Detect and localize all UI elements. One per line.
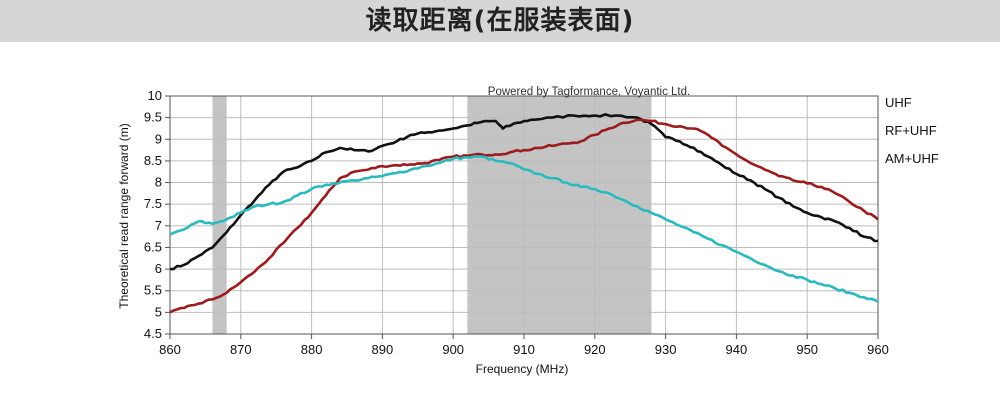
x-tick-label: 930 (655, 342, 677, 357)
series-line-am-uhf (169, 155, 879, 303)
y-tick-label: 7 (155, 218, 162, 233)
y-axis-ticks: 4.5 5 5.5 6 6.5 7 7.5 8 8.5 9 9.5 10 (144, 88, 170, 341)
x-tick-label: 880 (301, 342, 323, 357)
y-tick-label: 6 (155, 261, 162, 276)
y-tick-label: 5.5 (144, 283, 162, 298)
grid (169, 95, 879, 335)
x-tick-label: 860 (159, 342, 181, 357)
legend-label: UHF (885, 95, 912, 110)
x-tick-label: 870 (230, 342, 252, 357)
legend: UHF RF+UHF AM+UHF (885, 95, 939, 166)
y-tick-label: 8.5 (144, 153, 162, 168)
x-axis-label: Frequency (MHz) (476, 362, 569, 376)
y-tick-label: 9 (155, 131, 162, 146)
y-axis-label: Theoretical read range forward (m) (117, 123, 131, 308)
legend-label: AM+UHF (885, 151, 939, 166)
series-line-uhf (170, 113, 879, 271)
x-tick-label: 920 (584, 342, 606, 357)
y-tick-label: 10 (148, 88, 162, 103)
y-tick-label: 4.5 (144, 326, 162, 341)
x-tick-label: 940 (726, 342, 748, 357)
frequency-bands (212, 96, 652, 334)
title-bar (0, 0, 1000, 42)
y-tick-label: 9.5 (144, 110, 162, 125)
series-lines (169, 113, 879, 314)
frequency-band-0 (212, 96, 227, 334)
x-axis-ticks: 860 870 880 890 900 910 920 930 940 950 960 (159, 334, 889, 357)
legend-label: RF+UHF (885, 123, 937, 138)
x-tick-label: 960 (867, 342, 889, 357)
watermark-text: Powered by Tagformance, Voyantic Ltd. (488, 86, 690, 98)
y-tick-label: 5 (155, 304, 162, 319)
y-tick-label: 6.5 (144, 239, 162, 254)
y-tick-label: 8 (155, 175, 162, 190)
frequency-band-1 (467, 96, 652, 334)
x-tick-label: 900 (442, 342, 464, 357)
x-tick-label: 910 (513, 342, 535, 357)
series-line-rf-uhf (169, 118, 879, 314)
x-tick-label: 950 (796, 342, 818, 357)
y-tick-label: 7.5 (144, 196, 162, 211)
x-tick-label: 890 (372, 342, 394, 357)
page-title: 读取距离(在服装表面) (365, 6, 635, 36)
